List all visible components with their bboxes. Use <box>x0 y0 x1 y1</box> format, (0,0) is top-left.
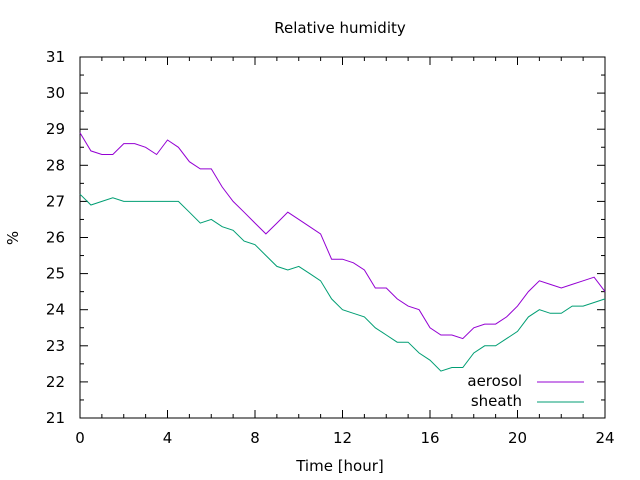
legend-label-sheath: sheath <box>471 392 522 410</box>
x-tick-label: 0 <box>75 429 85 447</box>
plot-frame <box>79 56 606 419</box>
y-tick-label: 25 <box>46 265 65 283</box>
x-tick-label: 20 <box>508 429 527 447</box>
y-tick-label: 27 <box>46 192 65 210</box>
x-tick-label: 16 <box>420 429 439 447</box>
y-tick-label: 23 <box>46 337 65 355</box>
x-tick-label: 8 <box>250 429 260 447</box>
y-tick-label: 22 <box>46 373 65 391</box>
x-tick-label: 12 <box>333 429 352 447</box>
series-line-aerosol <box>79 132 606 340</box>
y-tick-label: 24 <box>46 301 65 319</box>
legend-label-aerosol: aerosol <box>467 372 522 390</box>
y-tick-label: 26 <box>46 229 65 247</box>
x-tick-label: 24 <box>595 429 614 447</box>
x-tick-label: 4 <box>163 429 173 447</box>
chart-title: Relative humidity <box>274 19 406 37</box>
y-tick-label: 31 <box>46 48 65 66</box>
x-axis-label: Time [hour] <box>295 457 384 475</box>
y-tick-label: 29 <box>46 120 65 138</box>
y-axis-label: % <box>4 231 22 245</box>
series-line-sheath <box>79 193 606 372</box>
legend: aerosol sheath <box>467 372 584 410</box>
y-tick-label: 21 <box>46 409 65 427</box>
plot-axes: 0 4 8 12 16 20 24 21 22 23 24 25 26 27 28 29 30 31 <box>46 48 615 447</box>
y-tick-label: 30 <box>46 84 65 102</box>
y-tick-label: 28 <box>46 156 65 174</box>
series-layer <box>79 132 606 372</box>
